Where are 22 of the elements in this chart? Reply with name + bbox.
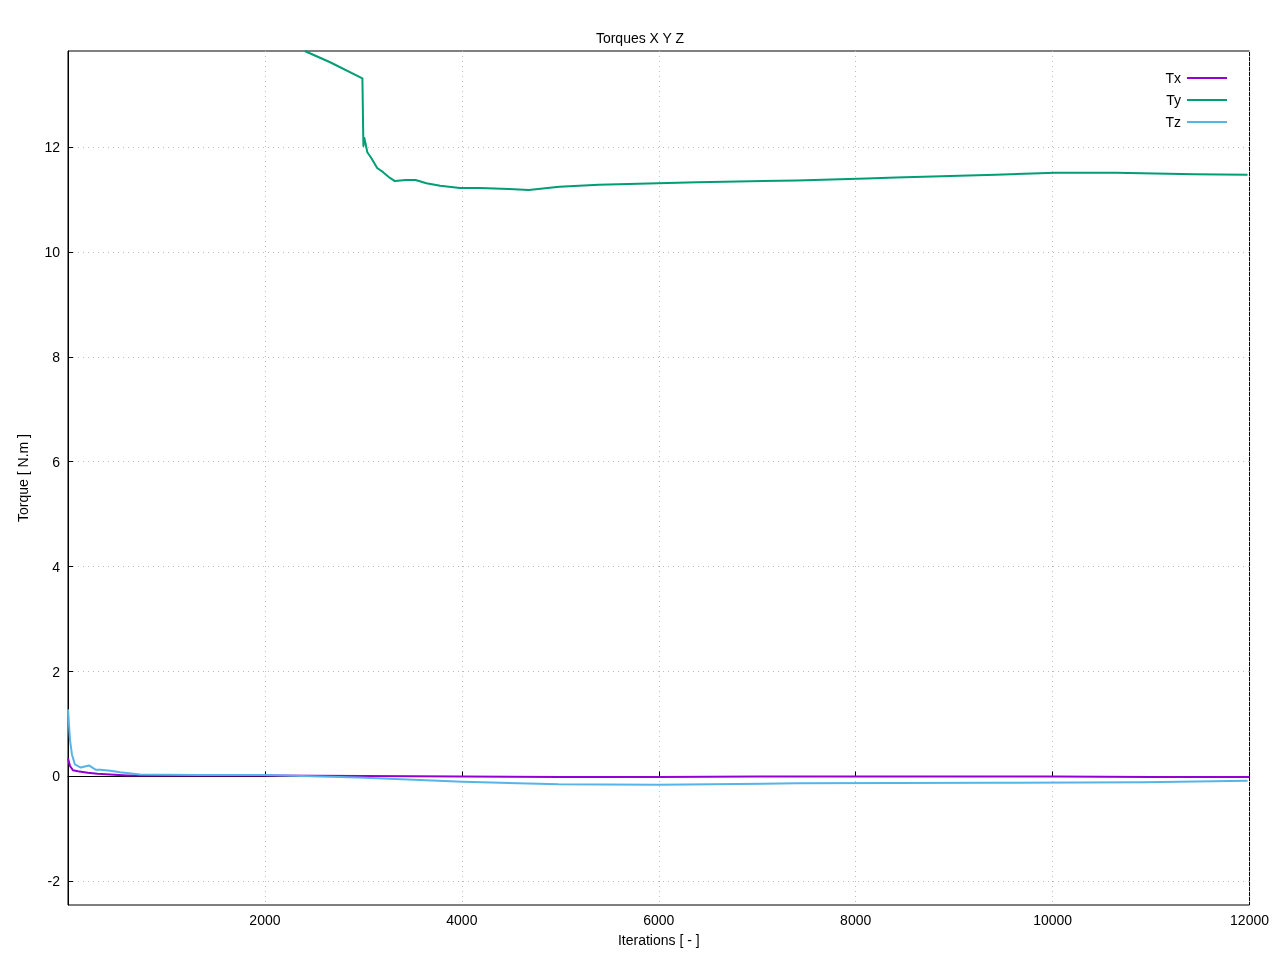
x-axis-title: Iterations [ - ] [617, 932, 700, 948]
y-axis-title: Torque [ N.m ] [15, 434, 31, 522]
x-tick-label: 10000 [1033, 912, 1073, 928]
legend-label: Tz [1165, 114, 1181, 130]
legend-label: Ty [1166, 92, 1181, 108]
line-series [303, 50, 1249, 192]
x-tick-label: 12000 [1230, 912, 1270, 928]
x-tick-label: 4000 [446, 912, 478, 928]
y-tick-label: 2 [52, 663, 61, 680]
y-tick-label: 0 [52, 768, 61, 785]
y-tick-label: 12 [44, 139, 61, 155]
x-tick-label: 8000 [840, 912, 872, 928]
y-tick-label: -2 [47, 873, 61, 890]
y-tick-label: 6 [52, 453, 61, 470]
y-tick-label: 8 [52, 348, 61, 365]
legend-label: Tx [1165, 70, 1181, 86]
x-tick-label: 2000 [249, 912, 281, 928]
y-tick-label: 10 [44, 243, 61, 260]
y-tick-label: 4 [52, 558, 61, 575]
line-series [67, 708, 1249, 786]
chart-title: Torques X Y Z [595, 30, 685, 46]
x-tick-label: 6000 [643, 912, 675, 928]
